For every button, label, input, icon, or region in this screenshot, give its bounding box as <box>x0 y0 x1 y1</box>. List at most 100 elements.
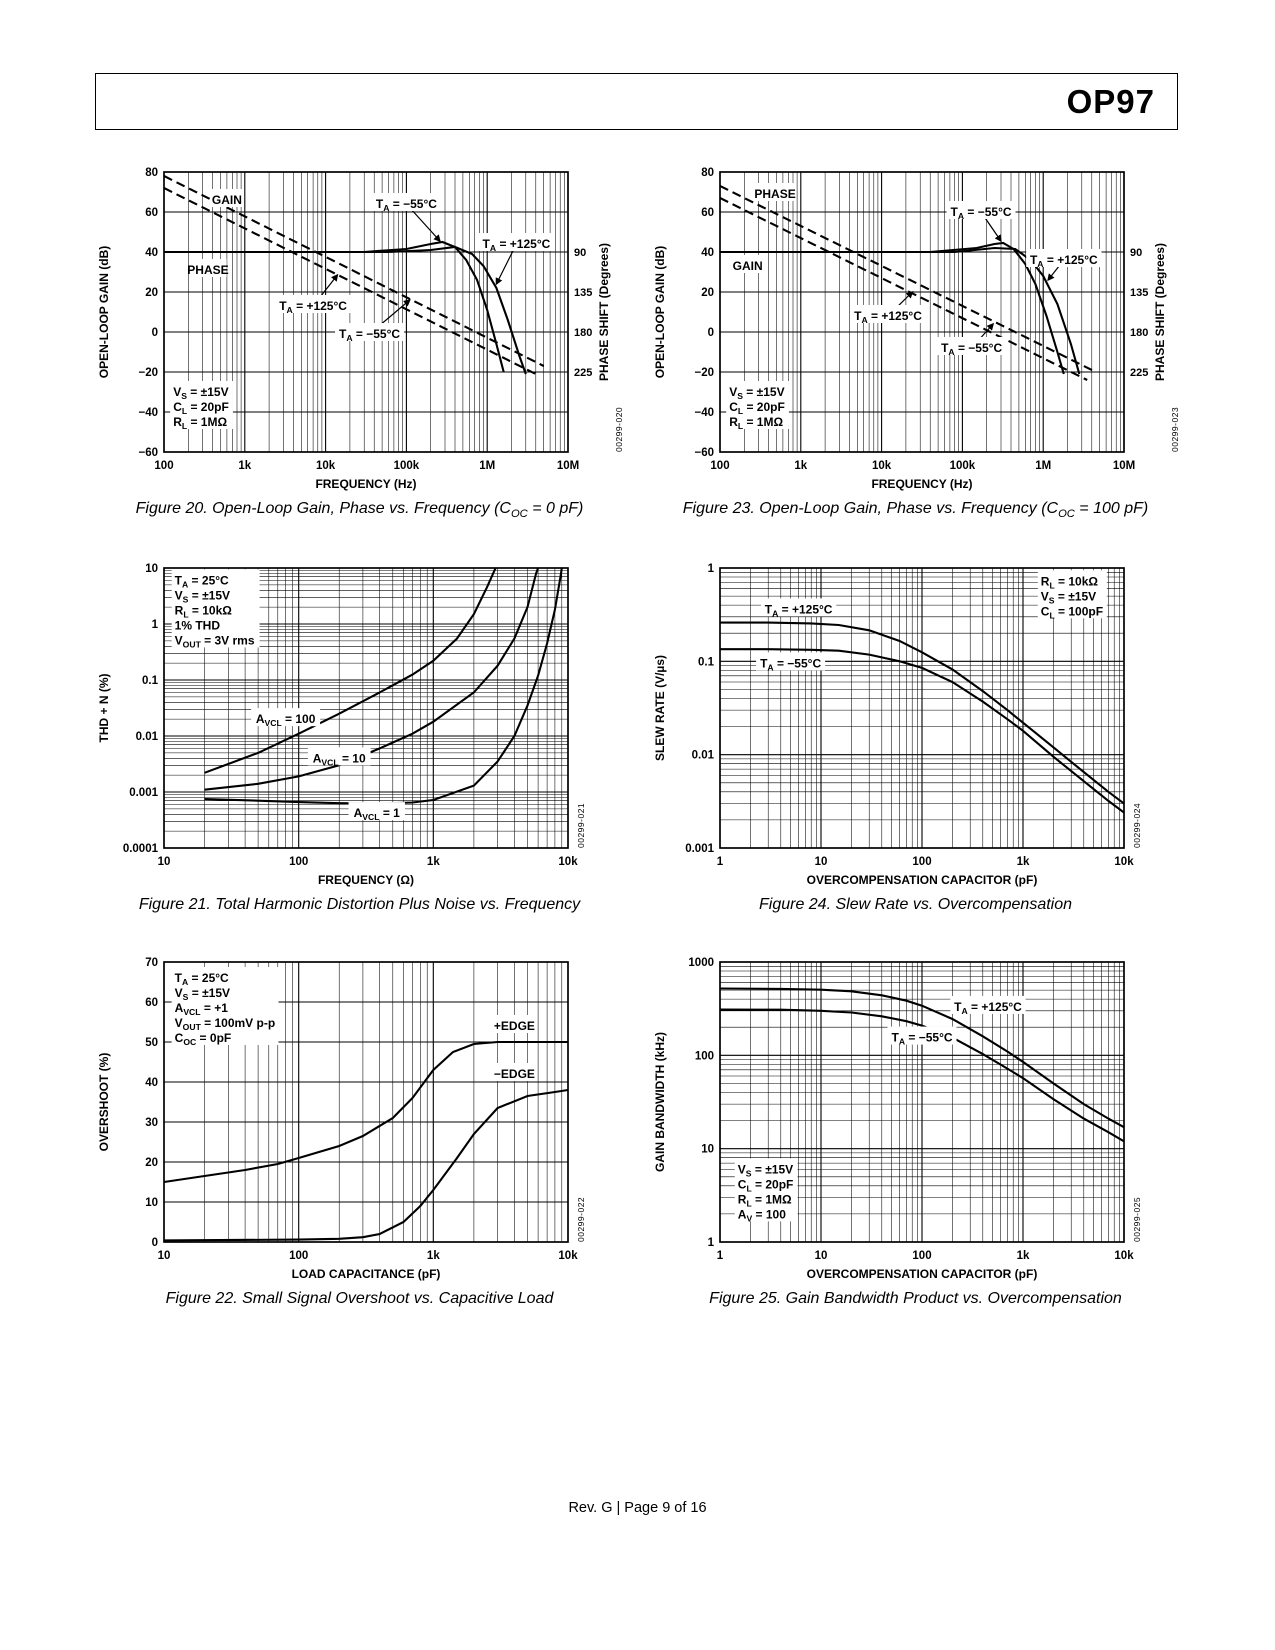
figure-25-code: 00299-025 <box>1132 1197 1142 1242</box>
svg-text:1: 1 <box>707 1237 714 1249</box>
svg-text:COC = 0pF: COC = 0pF <box>174 1031 231 1047</box>
svg-text:100k: 100k <box>393 460 419 472</box>
figure-22-curve-overshoot-plus-edge <box>163 1041 568 1184</box>
svg-text:1: 1 <box>707 563 714 575</box>
svg-text:AV = 100: AV = 100 <box>737 1208 785 1224</box>
figure-21-tick-labels: 10 100 1k 10k 10 1 0.1 0.01 0.001 0.0001 <box>122 563 577 868</box>
figure-21-chart: 10 100 1k 10k 10 1 0.1 0.01 0.001 0.0001 FREQUENCY… <box>94 554 626 894</box>
svg-text:10: 10 <box>814 1250 827 1262</box>
figure-20-tick-labels: 100 1k 10k 100k 1M 10M 80 60 40 20 0 −20 −40 −60 90 135… <box>138 167 592 472</box>
svg-text:VS = ±15V: VS = ±15V <box>729 385 784 401</box>
svg-text:100: 100 <box>912 1250 931 1262</box>
svg-text:GAIN: GAIN <box>732 259 762 273</box>
svg-text:1M: 1M <box>1035 460 1051 472</box>
figure-23-chart: 100 1k 10k 100k 1M 10M 80 60 40 20 0 −20 −40 −60 90 135… <box>650 158 1182 498</box>
figure-21-x-axis-title: FREQUENCY (Ω) <box>317 873 413 887</box>
svg-text:180: 180 <box>574 327 592 339</box>
svg-text:+EDGE: +EDGE <box>493 1019 534 1033</box>
svg-text:50: 50 <box>145 1037 158 1049</box>
svg-text:RL = 10kΩ: RL = 10kΩ <box>1040 575 1098 591</box>
svg-text:CL = 20pF: CL = 20pF <box>729 400 785 416</box>
figure-21-caption: Figure 21. Total Harmonic Distortion Plu… <box>138 896 581 914</box>
svg-text:1k: 1k <box>426 1250 439 1262</box>
figure-22-y-axis-title: OVERSHOOT (%) <box>97 1053 111 1152</box>
svg-text:PHASE: PHASE <box>187 263 228 277</box>
svg-text:100: 100 <box>289 1250 308 1262</box>
svg-text:TA = −55°C: TA = −55°C <box>950 205 1011 221</box>
svg-text:AVCL = 100: AVCL = 100 <box>255 712 315 728</box>
svg-text:−20: −20 <box>694 367 714 379</box>
svg-text:70: 70 <box>145 957 158 969</box>
figure-24-grid <box>719 568 1124 849</box>
svg-text:40: 40 <box>145 247 158 259</box>
svg-text:TA = −55°C: TA = −55°C <box>339 327 400 343</box>
svg-text:1: 1 <box>151 619 158 631</box>
figure-21-curve-avcl-10 <box>203 568 539 791</box>
svg-text:−60: −60 <box>694 447 714 459</box>
svg-text:0.001: 0.001 <box>685 843 714 855</box>
svg-text:10k: 10k <box>558 856 578 868</box>
svg-text:TA = 25°C: TA = 25°C <box>174 574 228 590</box>
figure-23-tick-labels: 100 1k 10k 100k 1M 10M 80 60 40 20 0 −20 −40 −60 90 135… <box>694 167 1148 472</box>
svg-text:TA = +125°C: TA = +125°C <box>764 603 832 619</box>
figure-23-y-axis-title: OPEN-LOOP GAIN (dB) <box>653 246 667 378</box>
svg-text:225: 225 <box>1130 367 1148 379</box>
svg-text:1k: 1k <box>1016 1250 1029 1262</box>
svg-text:100: 100 <box>154 460 173 472</box>
figure-25-caption: Figure 25. Gain Bandwidth Product vs. Ov… <box>709 1290 1122 1308</box>
svg-text:10: 10 <box>157 1250 170 1262</box>
svg-text:TA = −55°C: TA = −55°C <box>891 1031 952 1047</box>
figure-25-chart: 1 10 100 1k 10k 1000 100 10 1 OVERCOMPENSATION CA… <box>650 948 1182 1288</box>
svg-text:TA = +125°C: TA = +125°C <box>1029 253 1097 269</box>
figure-20-curve-gain-ta-minus-55C <box>163 175 544 367</box>
svg-text:10k: 10k <box>316 460 336 472</box>
figure-24-svg: 1 10 100 1k 10k 1 0.1 0.01 0.001 OVERCOMPENSATION… <box>653 563 1142 887</box>
figure-23-curve-phase-ta-plus-125C <box>719 197 1088 381</box>
svg-text:40: 40 <box>145 1077 158 1089</box>
figure-20-chart: 100 1k 10k 100k 1M 10M 80 60 40 20 0 −20 −40 −60 90 135… <box>94 158 626 498</box>
svg-text:1% THD: 1% THD <box>174 619 220 633</box>
svg-text:TA = −55°C: TA = −55°C <box>760 657 821 673</box>
svg-text:30: 30 <box>145 1117 158 1129</box>
svg-text:10M: 10M <box>556 460 578 472</box>
charts-grid: 100 1k 10k 100k 1M 10M 80 60 40 20 0 −20 −40 −60 90 135… <box>0 158 1275 1308</box>
svg-text:VS = ±15V: VS = ±15V <box>737 1163 792 1179</box>
svg-text:80: 80 <box>145 167 158 179</box>
svg-text:10: 10 <box>814 856 827 868</box>
svg-text:0.01: 0.01 <box>135 731 158 743</box>
svg-text:RL = 1MΩ: RL = 1MΩ <box>729 415 783 431</box>
svg-text:RL = 1MΩ: RL = 1MΩ <box>737 1193 791 1209</box>
figure-21-series <box>203 568 563 805</box>
figure-20-series <box>163 175 544 375</box>
figure-24-code: 00299-024 <box>1132 803 1142 848</box>
svg-text:180: 180 <box>1130 327 1148 339</box>
figure-21-curve-avcl-100 <box>203 568 497 774</box>
svg-text:40: 40 <box>701 247 714 259</box>
svg-text:60: 60 <box>701 207 714 219</box>
svg-text:0.0001: 0.0001 <box>122 843 158 855</box>
svg-text:225: 225 <box>574 367 592 379</box>
figure-21-plot-border <box>162 567 569 850</box>
figure-24: 1 10 100 1k 10k 1 0.1 0.01 0.001 OVERCOMPENSATION… <box>650 554 1182 914</box>
svg-text:1: 1 <box>716 1250 723 1262</box>
svg-text:PHASE: PHASE <box>754 187 795 201</box>
doc-header: OP97 <box>95 73 1178 130</box>
figure-22-chart: 10 100 1k 10k 70 60 50 40 30 20 10 0 LOAD CAPACITANC… <box>94 948 626 1288</box>
svg-text:100: 100 <box>912 856 931 868</box>
figure-22-series <box>163 1041 568 1242</box>
figure-25-x-axis-title: OVERCOMPENSATION CAPACITOR (pF) <box>806 1267 1037 1281</box>
figure-21-curve-avcl-1 <box>203 568 563 805</box>
svg-text:CL = 20pF: CL = 20pF <box>737 1178 793 1194</box>
svg-text:1k: 1k <box>794 460 807 472</box>
figure-20-svg: 100 1k 10k 100k 1M 10M 80 60 40 20 0 −20 −40 −60 90 135… <box>97 167 624 491</box>
figure-22-curve-overshoot-minus-edge <box>163 1089 568 1242</box>
svg-text:10k: 10k <box>1114 1250 1134 1262</box>
svg-text:0.01: 0.01 <box>691 750 714 762</box>
svg-text:TA = +125°C: TA = +125°C <box>854 309 922 325</box>
svg-text:VS = ±15V: VS = ±15V <box>174 986 229 1002</box>
